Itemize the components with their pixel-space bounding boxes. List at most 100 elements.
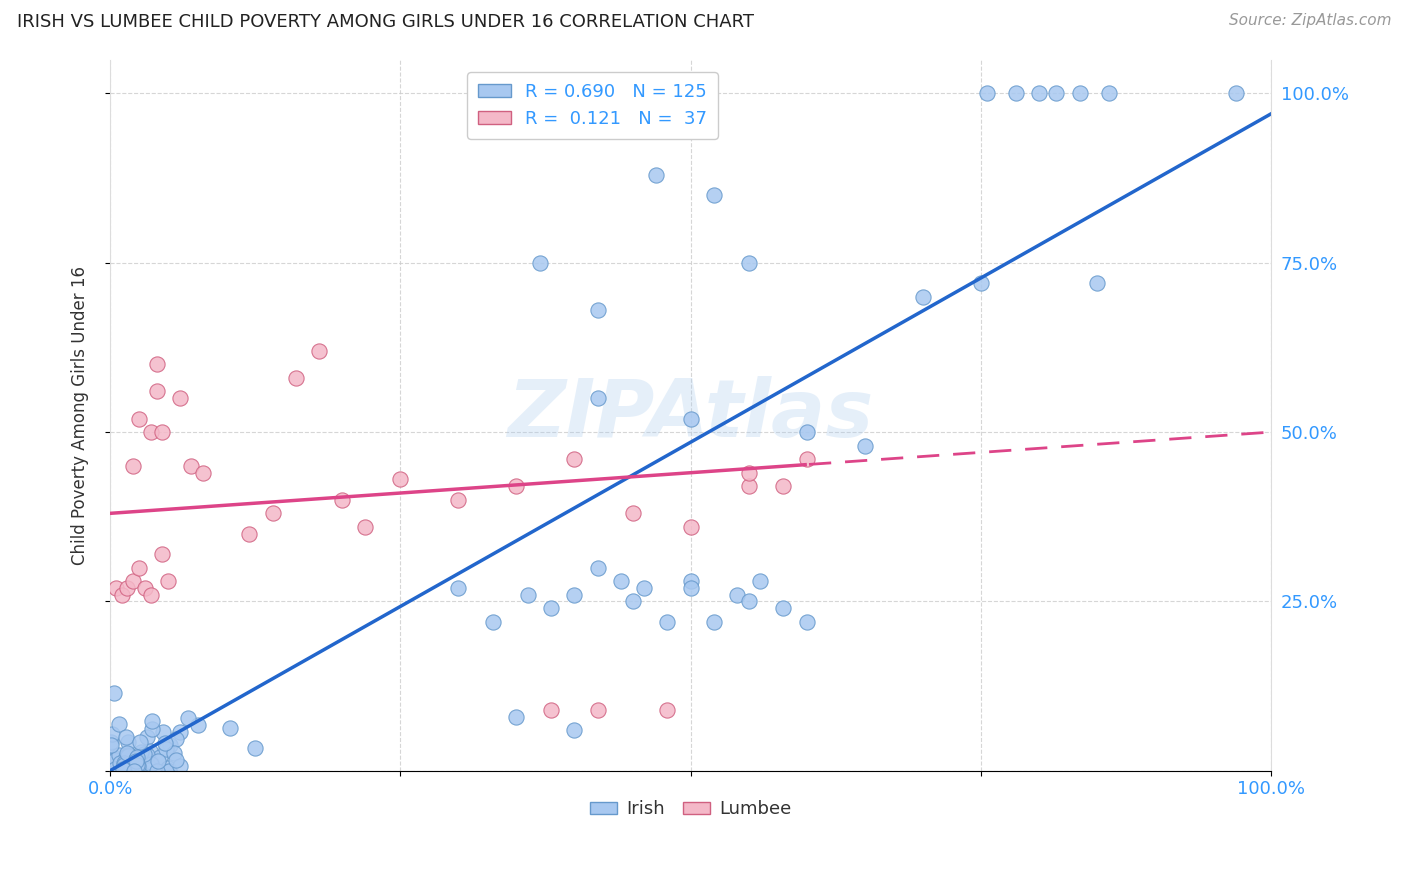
Point (141, 714, 163, 729)
Point (389, 473, 412, 487)
Point (139, 425, 162, 439)
Point (447, 492, 470, 507)
Point (112, 758, 135, 772)
Point (749, 574, 772, 588)
Point (737, 466, 759, 480)
Point (139, 756, 162, 771)
Point (115, 730, 138, 744)
Point (157, 574, 180, 588)
Point (152, 724, 174, 739)
Point (737, 256, 759, 270)
Point (657, 615, 679, 629)
Point (540, 601, 562, 615)
Point (586, 560, 609, 574)
Point (129, 764, 152, 778)
Point (621, 594, 644, 608)
Point (100, 753, 122, 767)
Point (122, 458, 145, 473)
Point (180, 458, 202, 473)
Point (679, 581, 702, 595)
Point (1028, 87, 1050, 101)
Point (136, 730, 159, 744)
Point (134, 581, 156, 595)
Point (772, 601, 794, 615)
Point (141, 755, 163, 769)
Point (169, 391, 191, 405)
Point (703, 188, 725, 202)
Point (737, 479, 759, 493)
Text: Source: ZipAtlas.com: Source: ZipAtlas.com (1229, 13, 1392, 29)
Point (163, 746, 186, 760)
Point (145, 357, 167, 371)
Point (657, 703, 679, 717)
Point (117, 581, 139, 595)
Point (540, 703, 562, 717)
Point (111, 588, 134, 602)
Point (101, 748, 124, 763)
Point (108, 763, 131, 777)
Point (796, 615, 818, 629)
Point (243, 741, 266, 756)
Point (505, 709, 527, 723)
Point (110, 764, 132, 778)
Point (100, 735, 122, 749)
Point (1085, 276, 1108, 290)
Point (262, 506, 284, 520)
Point (529, 256, 551, 270)
Point (165, 732, 187, 747)
Point (155, 742, 177, 756)
Point (564, 723, 586, 737)
Point (564, 588, 586, 602)
Point (177, 711, 200, 725)
Point (1097, 87, 1119, 101)
Point (447, 581, 470, 595)
Point (108, 764, 131, 778)
Point (101, 727, 124, 741)
Point (117, 748, 139, 763)
Point (610, 574, 633, 588)
Point (128, 735, 150, 749)
Point (125, 749, 148, 764)
Point (150, 547, 173, 561)
Point (157, 764, 180, 778)
Point (146, 764, 169, 778)
Point (330, 492, 353, 507)
Point (124, 752, 146, 766)
Point (586, 303, 609, 318)
Point (169, 725, 191, 739)
Point (129, 764, 152, 778)
Point (644, 168, 666, 182)
Y-axis label: Child Poverty Among Girls Under 16: Child Poverty Among Girls Under 16 (72, 266, 89, 565)
Point (121, 750, 143, 764)
Point (148, 754, 170, 768)
Point (679, 411, 702, 425)
Point (132, 747, 155, 762)
Point (679, 574, 702, 588)
Legend: Irish, Lumbee: Irish, Lumbee (582, 793, 799, 826)
Point (129, 745, 152, 759)
Point (112, 762, 135, 776)
Point (118, 757, 141, 772)
Point (120, 752, 142, 766)
Point (165, 753, 187, 767)
Point (136, 747, 159, 762)
Point (679, 520, 702, 534)
Point (976, 87, 998, 101)
Point (564, 452, 586, 467)
Point (911, 290, 934, 304)
Point (122, 764, 145, 778)
Point (1045, 87, 1067, 101)
Point (621, 506, 644, 520)
Point (796, 452, 818, 467)
Point (127, 756, 149, 771)
Point (115, 762, 138, 776)
Point (169, 759, 191, 773)
Point (125, 754, 148, 768)
Point (219, 722, 242, 736)
Point (238, 526, 260, 541)
Point (145, 384, 167, 399)
Point (853, 439, 876, 453)
Point (1004, 87, 1026, 101)
Point (139, 744, 162, 758)
Point (505, 479, 527, 493)
